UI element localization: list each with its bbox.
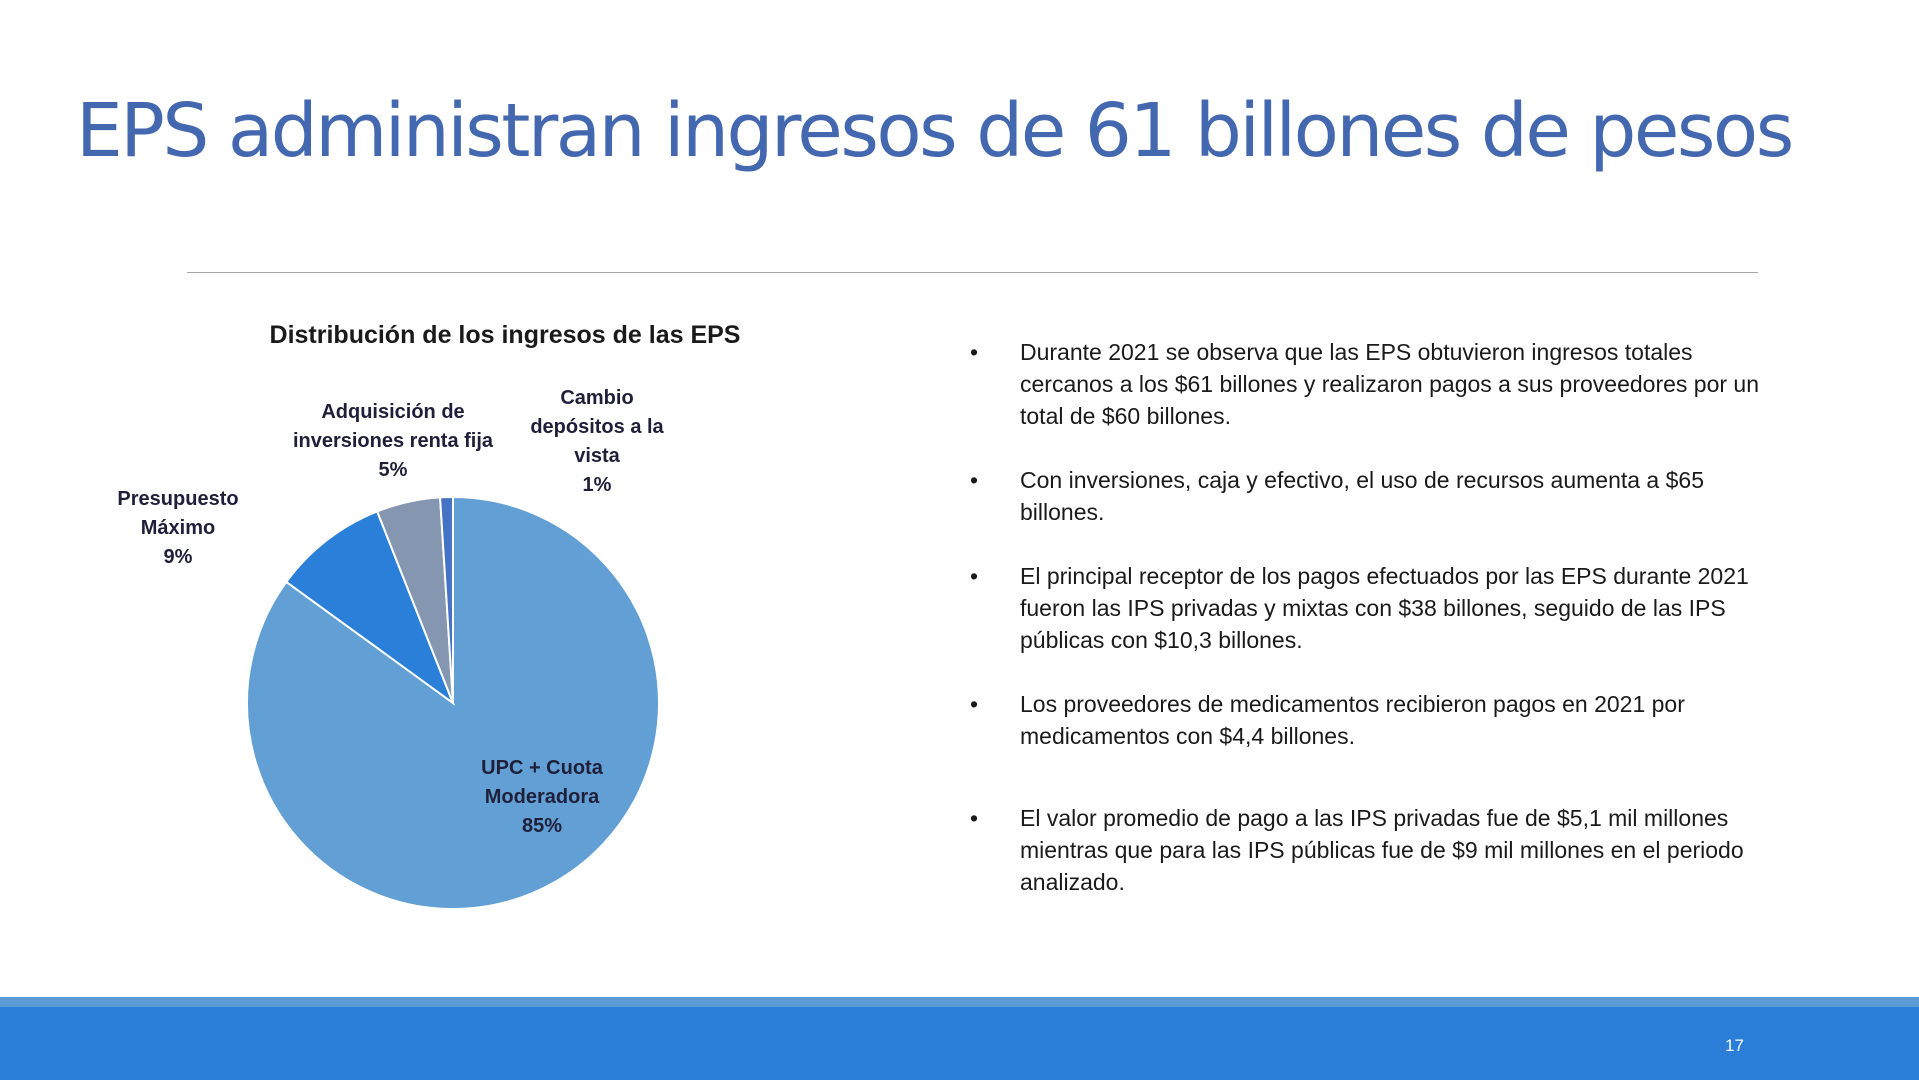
data-label-presupuesto-maximo: Presupuesto Máximo 9% [117, 488, 238, 568]
data-label-line: 5% [379, 459, 408, 481]
title-divider [187, 272, 1758, 273]
bullet-text: El valor promedio de pago a las IPS priv… [1020, 805, 1744, 895]
data-label-line: Moderadora [485, 786, 600, 808]
chart-title: Distribución de los ingresos de las EPS [270, 321, 741, 349]
bullet-marker: • [970, 563, 979, 589]
bullet-item: • El valor promedio de pago a las IPS pri… [960, 802, 1760, 898]
data-label-line: vista [574, 445, 620, 467]
bullet-text: Durante 2021 se observa que las EPS obtu… [1020, 339, 1759, 429]
footer-bar [0, 1007, 1919, 1080]
data-label-line: inversiones renta fija [293, 430, 494, 452]
bullet-marker: • [970, 805, 979, 831]
bullet-text: Con inversiones, caja y efectivo, el uso… [1020, 467, 1704, 525]
pie-labels: UPC + Cuota Moderadora 85% Presupuesto Máxim… [117, 387, 664, 837]
data-label-cambio-depositos: Cambio depósitos a la vista 1% [530, 387, 664, 496]
data-label-upc-cuota-moderadora: UPC + Cuota Moderadora 85% [481, 757, 604, 837]
bullet-marker: • [970, 339, 979, 365]
data-label-line: depósitos a la [530, 416, 664, 438]
data-label-adquisicion-inversiones: Adquisición de inversiones renta fija 5% [293, 401, 494, 481]
data-label-line: 85% [522, 815, 562, 837]
bullet-text: El principal receptor de los pagos efect… [1020, 563, 1749, 653]
bullet-marker: • [970, 467, 979, 493]
pie-slice-cambio-depositos [439, 495, 454, 704]
data-label-line: Cambio [560, 387, 633, 409]
data-label-line: UPC + Cuota [481, 757, 604, 779]
footer-accent-bar [0, 997, 1919, 1007]
bullet-item: • El principal receptor de los pagos efec… [960, 560, 1760, 656]
data-label-line: 9% [164, 546, 193, 568]
bullet-item: • Con inversiones, caja y efectivo, el us… [960, 464, 1760, 528]
bullet-text: Los proveedores de medicamentos recibier… [1020, 691, 1685, 749]
pie-chart: Distribución de los ingresos de las EPS … [117, 321, 741, 910]
data-label-line: Máximo [141, 517, 215, 539]
bullet-item: • Durante 2021 se observa que las EPS obt… [960, 336, 1760, 432]
data-label-line: Presupuesto [117, 488, 238, 510]
bullet-marker: • [970, 691, 979, 717]
bullet-list: • Durante 2021 se observa que las EPS obt… [960, 336, 1760, 898]
pie-slices [246, 495, 660, 910]
pie-slice-presupuesto-maximo [284, 510, 456, 706]
page-number: 17 [1725, 1036, 1744, 1055]
data-label-line: 1% [583, 474, 612, 496]
slide-title: EPS administran ingresos de 61 billones … [76, 88, 1794, 174]
bullet-item: • Los proveedores de medicamentos recibie… [960, 688, 1760, 752]
data-label-line: Adquisición de [321, 401, 464, 423]
